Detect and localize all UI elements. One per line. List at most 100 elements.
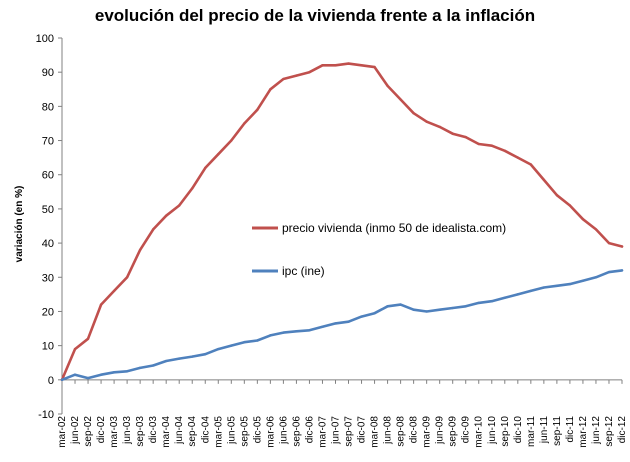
data-point [594,228,598,231]
data-point [568,282,572,286]
data-point [555,194,559,197]
data-point [164,359,168,363]
data-point [269,88,272,91]
data-point [204,166,207,170]
x-tick-label: jun-06 [278,416,289,445]
x-tick-label: dic-03 [148,416,159,444]
data-point [321,325,324,329]
data-point [373,65,376,69]
y-tick-label: 70 [42,136,54,148]
data-point [555,284,559,288]
data-point [138,366,142,370]
data-point [151,228,155,231]
data-point [516,156,520,159]
data-point [151,364,155,367]
x-tick-label: sep-02 [83,416,94,447]
data-point [477,142,480,146]
data-point [230,139,233,142]
x-tick-label: mar-07 [317,416,328,448]
data-point [386,84,389,88]
series-lines [60,62,624,382]
data-point [243,341,246,344]
data-point [373,311,376,315]
data-point [217,153,220,156]
data-point [425,120,428,123]
data-point [620,269,624,272]
x-tick-label: dic-10 [513,416,524,444]
data-point [607,270,611,274]
x-tick-label: dic-09 [461,416,472,444]
data-point [256,339,259,342]
y-axis-label: variación (en %) [14,186,25,263]
series-line-0 [60,62,624,382]
data-point [256,108,259,111]
data-point [204,352,207,356]
y-tick-label: -10 [38,409,54,421]
x-tick-label: sep-12 [604,416,615,447]
x-tick-label: mar-09 [422,416,433,448]
data-point [425,310,428,313]
data-point [86,337,90,340]
x-tick-label: dic-04 [200,416,211,444]
data-point [125,276,129,279]
data-point [620,245,624,248]
data-point [73,347,77,351]
data-point [178,204,181,207]
x-tick-label: jun-05 [226,416,237,445]
y-tick-label: 100 [36,33,54,45]
data-point [438,125,441,129]
x-tick-label: sep-09 [448,416,459,447]
data-point [295,330,298,333]
data-point [594,276,598,279]
data-point [164,214,168,217]
data-point [464,305,467,308]
x-tick-label: mar-12 [578,416,589,448]
data-point [334,322,337,325]
chart-title: evolución del precio de la vivienda fren… [94,6,536,25]
x-tick-label: jun-08 [383,416,394,445]
data-point [191,187,194,190]
data-point [412,308,415,311]
y-tick-label: 60 [42,170,54,182]
x-tick-label: dic-07 [357,416,368,444]
data-point [230,344,233,347]
data-point [347,62,350,65]
data-point [178,357,181,360]
data-point [412,112,415,115]
data-point [399,303,402,306]
x-tick-label: mar-08 [370,416,381,448]
x-tick-label: sep-03 [135,416,146,447]
data-point [503,149,506,152]
data-point [568,204,572,207]
data-point [60,378,64,382]
x-tick-label: jun-02 [70,416,81,445]
x-tick-label: jun-10 [487,416,498,445]
data-point [112,289,116,293]
x-tick-label: sep-08 [396,416,407,447]
data-point [334,64,337,67]
data-point [125,370,129,373]
x-tick-label: dic-12 [617,416,628,444]
y-tick-label: 80 [42,101,54,113]
legend-label: precio vivienda (inmo 50 de idealista.co… [282,221,506,235]
data-point [607,241,611,245]
data-point [542,178,546,182]
legend-label: ipc (ine) [282,264,325,278]
y-tick-label: 20 [42,306,54,318]
data-point [282,331,285,334]
x-tick-label: mar-06 [265,416,276,448]
data-point [360,315,363,318]
x-tick-label: jun-07 [330,416,341,445]
y-tick-label: 30 [42,272,54,284]
x-tick-label: sep-07 [344,416,355,447]
data-point [217,347,220,351]
x-tick-label: mar-04 [161,416,172,448]
x-tick-label: jun-09 [435,416,446,445]
data-point [282,77,285,81]
x-tick-label: dic-11 [565,416,576,443]
data-point [347,320,350,323]
x-tick-label: sep-11 [552,416,563,446]
data-point [542,286,546,289]
y-tick-label: 0 [48,375,54,387]
